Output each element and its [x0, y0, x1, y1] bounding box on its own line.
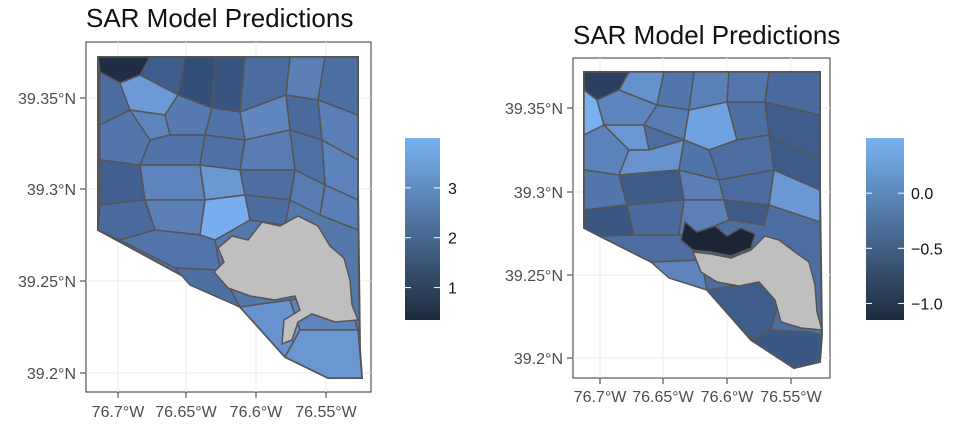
neighborhood-polygon — [680, 220, 756, 257]
neighborhood-polygon — [726, 71, 770, 103]
right-legend-ticks: 0.0 −0.5 −1.0 — [866, 186, 943, 313]
neighborhood-polygon — [199, 164, 246, 201]
right-x-tick-label: 76.6°W — [701, 389, 755, 406]
left-y-tick-label: 39.3°N — [27, 182, 76, 199]
right-legend-colorbar — [866, 138, 904, 320]
left-x-tick-label: 76.65°W — [155, 404, 217, 421]
neighborhood-polygon — [768, 168, 821, 224]
neighborhood-polygon — [199, 134, 246, 171]
left-legend-label: 1 — [448, 281, 457, 298]
right-legend-label: 0.0 — [911, 186, 933, 203]
left-map-panel: SAR Model Predictions — [18, 3, 457, 421]
neighborhood-polygon — [199, 194, 251, 241]
neighborhood-polygon — [138, 134, 206, 166]
right-legend-label: −0.5 — [911, 241, 943, 258]
left-x-tick-label: 76.55°W — [295, 404, 357, 421]
left-map-svg: SAR Model Predictions — [18, 3, 457, 421]
left-y-tick-label: 39.35°N — [18, 91, 76, 108]
left-y-axis: 39.35°N 39.3°N 39.25°N 39.2°N — [18, 91, 86, 383]
right-legend-label: −1.0 — [911, 296, 943, 313]
left-x-tick-label: 76.6°W — [230, 404, 284, 421]
right-x-tick-label: 76.55°W — [760, 389, 822, 406]
neighborhood-polygon — [656, 71, 695, 111]
neighborhood-polygon — [99, 159, 146, 206]
right-map-panel: SAR Model Predictions — [479, 0, 958, 437]
right-x-tick-label: 76.7°W — [574, 389, 628, 406]
right-x-tick-label: 76.65°W — [632, 389, 694, 406]
right-harbor-water — [691, 235, 824, 331]
neighborhood-polygon — [283, 329, 363, 379]
right-x-axis: 76.7°W 76.65°W 76.6°W 76.55°W — [574, 378, 823, 406]
right-neighborhoods — [583, 71, 823, 369]
right-y-tick-label: 39.25°N — [505, 268, 563, 285]
neighborhood-polygon — [244, 194, 291, 226]
left-x-axis: 76.7°W 76.65°W 76.6°W 76.55°W — [92, 392, 358, 421]
neighborhood-polygon — [618, 169, 685, 206]
left-x-tick-label: 76.7°W — [92, 404, 146, 421]
neighborhood-polygon — [583, 204, 635, 237]
neighborhood-polygon — [723, 199, 770, 226]
neighborhood-polygon — [319, 183, 359, 232]
left-legend-colorbar — [405, 138, 440, 320]
neighborhood-polygon — [749, 329, 823, 369]
left-legend-label: 3 — [448, 181, 457, 198]
right-map-title: SAR Model Predictions — [573, 20, 840, 50]
left-legend-label: 2 — [448, 231, 457, 248]
right-y-tick-label: 39.35°N — [505, 101, 563, 118]
right-y-tick-label: 39.2°N — [514, 351, 563, 368]
left-harbor-water — [212, 215, 360, 346]
left-map-title: SAR Model Predictions — [86, 3, 353, 33]
neighborhood-polygon — [626, 199, 685, 236]
right-map-svg: SAR Model Predictions — [505, 20, 943, 406]
left-y-tick-label: 39.2°N — [27, 366, 76, 383]
right-y-axis: 39.35°N 39.3°N 39.25°N 39.2°N — [505, 101, 573, 368]
left-legend-ticks: 3 2 1 — [405, 181, 457, 298]
right-y-tick-label: 39.3°N — [514, 185, 563, 202]
left-y-tick-label: 39.25°N — [18, 274, 76, 291]
neighborhood-polygon — [139, 164, 206, 201]
